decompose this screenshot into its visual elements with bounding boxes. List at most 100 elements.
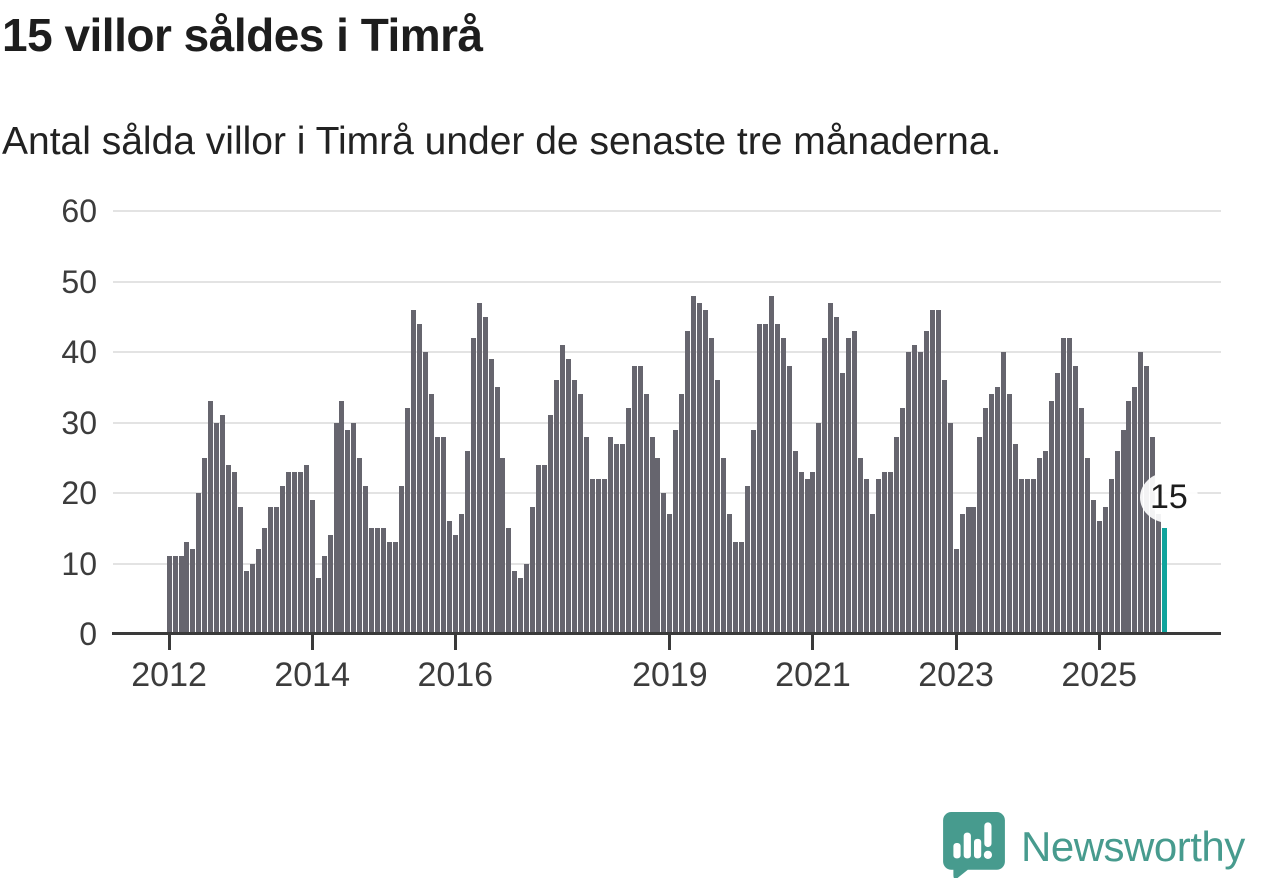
bar <box>536 464 542 634</box>
bar <box>756 323 762 634</box>
bar <box>554 380 560 634</box>
bar <box>214 422 220 634</box>
bar <box>1108 478 1114 634</box>
bar <box>721 457 727 634</box>
bar <box>583 436 589 634</box>
bar <box>309 500 315 634</box>
bar <box>291 471 297 634</box>
bar <box>1084 457 1090 634</box>
bar <box>1048 401 1054 634</box>
gridline-y20 <box>113 492 1221 494</box>
bar <box>411 309 417 634</box>
x-axis-tick-2025 <box>1097 635 1101 650</box>
bar <box>1019 478 1025 634</box>
bar <box>530 507 536 634</box>
bar <box>1001 352 1007 634</box>
bar <box>709 337 715 634</box>
bar <box>1072 366 1078 634</box>
bar <box>464 450 470 634</box>
bar <box>220 415 226 634</box>
bar <box>762 323 768 634</box>
bar <box>518 577 524 634</box>
bar <box>625 408 631 634</box>
brand-name: Newsworthy <box>1021 822 1245 870</box>
bar <box>345 429 351 634</box>
bar <box>339 401 345 634</box>
bar <box>667 514 673 634</box>
bar <box>446 521 452 634</box>
bar <box>858 457 864 634</box>
x-axis-tick-2014 <box>310 635 314 650</box>
x-axis-label-2021: 2021 <box>775 656 851 694</box>
x-axis-label-2014: 2014 <box>274 656 350 694</box>
bar <box>285 471 291 634</box>
bar <box>1120 429 1126 634</box>
bar <box>840 373 846 634</box>
bar <box>184 542 190 634</box>
x-axis-label-2019: 2019 <box>632 656 708 694</box>
gridline-y60 <box>113 210 1221 212</box>
bar <box>393 542 399 634</box>
bar <box>864 478 870 634</box>
bar <box>834 316 840 634</box>
bar <box>572 380 578 634</box>
x-axis-tick-2016 <box>453 635 457 650</box>
chart-subtitle: Antal sålda villor i Timrå under de sena… <box>2 120 1002 163</box>
bar <box>297 471 303 634</box>
bar <box>816 422 822 634</box>
highlight-bar <box>1162 528 1168 634</box>
bar <box>989 394 995 634</box>
x-axis-label-2012: 2012 <box>131 656 207 694</box>
bar <box>947 422 953 634</box>
bar <box>387 542 393 634</box>
bar <box>631 366 637 634</box>
bar <box>315 577 321 634</box>
bar <box>250 563 256 634</box>
y-axis-label: 0 <box>79 616 97 652</box>
bar <box>303 464 309 634</box>
bar <box>470 337 476 634</box>
bar <box>965 507 971 634</box>
bar <box>422 352 428 634</box>
bar <box>911 344 917 634</box>
bar <box>1037 457 1043 634</box>
bar <box>691 295 697 634</box>
bar <box>935 309 941 634</box>
bar <box>369 528 375 634</box>
bar <box>1132 387 1138 634</box>
bar <box>1156 514 1162 634</box>
bar <box>351 422 357 634</box>
last-value-label: 15 <box>1140 472 1198 523</box>
bar <box>267 507 273 634</box>
bar <box>649 436 655 634</box>
bar <box>321 556 327 634</box>
bar <box>607 436 613 634</box>
bar <box>595 478 601 634</box>
bar <box>1031 478 1037 634</box>
bar <box>917 352 923 634</box>
bar <box>888 471 893 634</box>
bar <box>744 485 750 634</box>
bar <box>399 485 405 634</box>
x-axis-tick-2019 <box>668 635 672 650</box>
bar <box>882 471 888 634</box>
x-axis-tick-2021 <box>811 635 815 650</box>
bar <box>244 570 250 634</box>
bar <box>697 302 703 634</box>
bar <box>417 323 422 634</box>
bar <box>488 359 494 634</box>
bar <box>953 549 959 634</box>
bar <box>208 401 214 634</box>
bar <box>786 366 792 634</box>
bar <box>703 309 709 634</box>
bar <box>440 436 446 634</box>
bar <box>971 507 977 634</box>
bar <box>238 507 244 634</box>
bar <box>852 330 858 634</box>
bar <box>977 436 983 634</box>
bar <box>822 337 828 634</box>
bar <box>190 549 196 634</box>
bar <box>494 387 500 634</box>
x-axis-label-2023: 2023 <box>918 656 994 694</box>
bar <box>1114 450 1120 634</box>
